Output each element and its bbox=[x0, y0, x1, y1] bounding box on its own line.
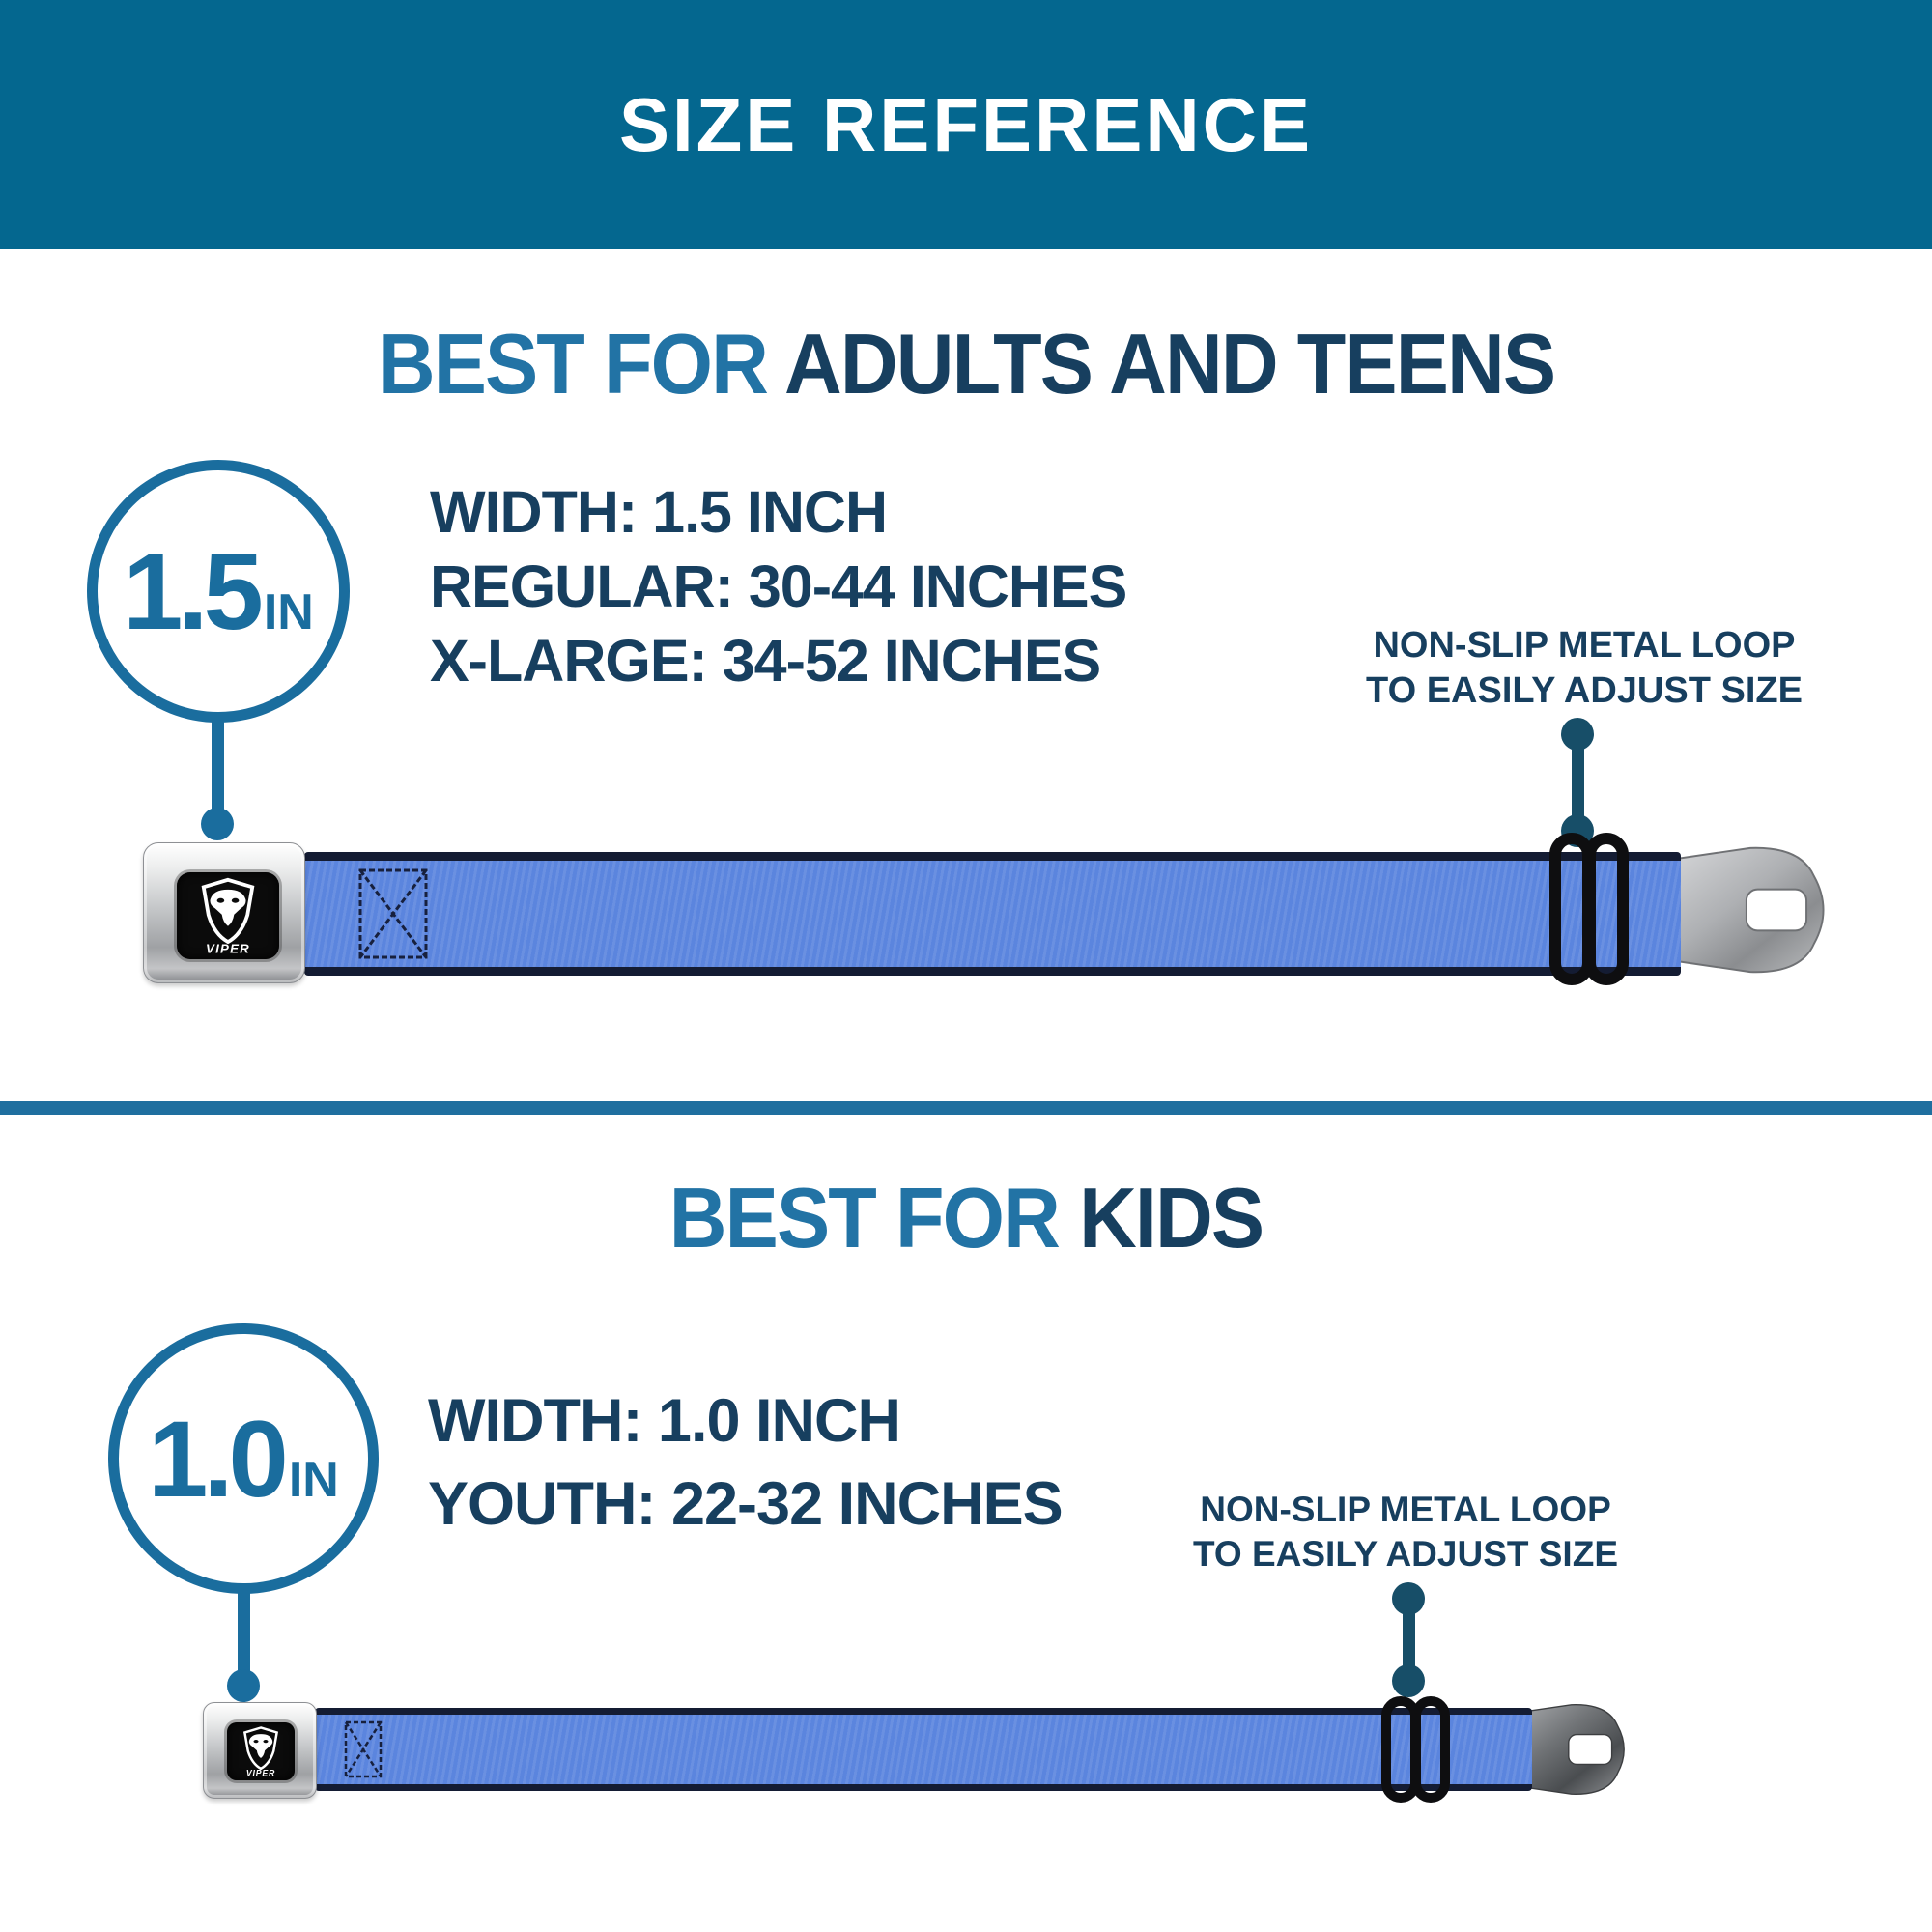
viper-logo-icon: VIPER bbox=[242, 1726, 279, 1777]
metal-belt-tip bbox=[1659, 846, 1825, 974]
callout-pointer-dot-bottom bbox=[1392, 1664, 1425, 1697]
spec-xlarge: X-LARGE: 34-52 INCHES bbox=[430, 628, 1101, 694]
callout-line1: NON-SLIP METAL LOOP bbox=[1200, 1490, 1611, 1529]
badge-value: 1.5 bbox=[123, 530, 264, 652]
callout-line2: TO EASILY ADJUST SIZE bbox=[1192, 1534, 1618, 1574]
circle-pointer-line bbox=[238, 1590, 250, 1677]
loop-callout-adult: NON-SLIP METAL LOOP TO EASILY ADJUST SIZ… bbox=[1343, 623, 1826, 714]
spec-width: WIDTH: 1.5 INCH bbox=[430, 479, 888, 545]
header-banner: SIZE REFERENCE bbox=[0, 0, 1932, 249]
viper-logo-icon: VIPER bbox=[201, 877, 255, 955]
loop-callout-kid: NON-SLIP METAL LOOP TO EASILY ADJUST SIZ… bbox=[1164, 1488, 1647, 1577]
heading-best-for: BEST FOR bbox=[377, 316, 769, 412]
buckle-logo-plate: VIPER bbox=[177, 872, 279, 959]
section-heading-kids: BEST FOR KIDS bbox=[58, 1169, 1874, 1267]
buckle-logo-plate: VIPER bbox=[227, 1722, 295, 1780]
stitch-box-icon bbox=[358, 868, 428, 959]
heading-best-for: BEST FOR bbox=[668, 1170, 1061, 1265]
seatbelt-buckle-adult: VIPER bbox=[143, 842, 305, 983]
belt-strap-kid bbox=[315, 1708, 1532, 1791]
spec-width: WIDTH: 1.0 INCH bbox=[428, 1387, 901, 1455]
buckle-logo-text: VIPER bbox=[206, 941, 250, 955]
metal-belt-tip bbox=[1505, 1704, 1625, 1795]
metal-loop-adjuster bbox=[1411, 1696, 1450, 1803]
metal-loop-adjuster bbox=[1584, 833, 1629, 985]
page-title: SIZE REFERENCE bbox=[618, 81, 1314, 167]
circle-pointer-dot bbox=[227, 1669, 260, 1702]
circle-pointer-dot bbox=[201, 808, 234, 840]
width-badge-1-0in: 1.0IN bbox=[108, 1323, 379, 1594]
section-heading-adults: BEST FOR ADULTS AND TEENS bbox=[58, 315, 1874, 413]
badge-unit: IN bbox=[263, 583, 314, 640]
width-badge-1-5in: 1.5IN bbox=[87, 460, 350, 723]
spec-youth: YOUTH: 22-32 INCHES bbox=[428, 1470, 1064, 1538]
callout-pointer-line bbox=[1572, 734, 1584, 831]
buckle-logo-text: VIPER bbox=[246, 1768, 275, 1777]
section-divider bbox=[0, 1101, 1932, 1115]
heading-audience-kids: KIDS bbox=[1079, 1170, 1264, 1265]
spec-regular: REGULAR: 30-44 INCHES bbox=[430, 554, 1127, 619]
heading-audience-adults: ADULTS AND TEENS bbox=[784, 316, 1556, 412]
callout-line1: NON-SLIP METAL LOOP bbox=[1373, 625, 1796, 666]
belt-strap-adult bbox=[304, 852, 1681, 976]
circle-pointer-line bbox=[212, 719, 224, 815]
spec-list-kid: WIDTH: 1.0 INCH YOUTH: 22-32 INCHES bbox=[428, 1379, 1064, 1546]
stitch-box-icon bbox=[344, 1720, 383, 1778]
callout-pointer-line bbox=[1403, 1599, 1415, 1681]
badge-value: 1.0 bbox=[148, 1398, 289, 1520]
callout-line2: TO EASILY ADJUST SIZE bbox=[1366, 670, 1803, 711]
seatbelt-buckle-kid: VIPER bbox=[203, 1702, 317, 1799]
badge-unit: IN bbox=[288, 1451, 339, 1508]
spec-list-adult: WIDTH: 1.5 INCH REGULAR: 30-44 INCHES X-… bbox=[430, 475, 1127, 698]
